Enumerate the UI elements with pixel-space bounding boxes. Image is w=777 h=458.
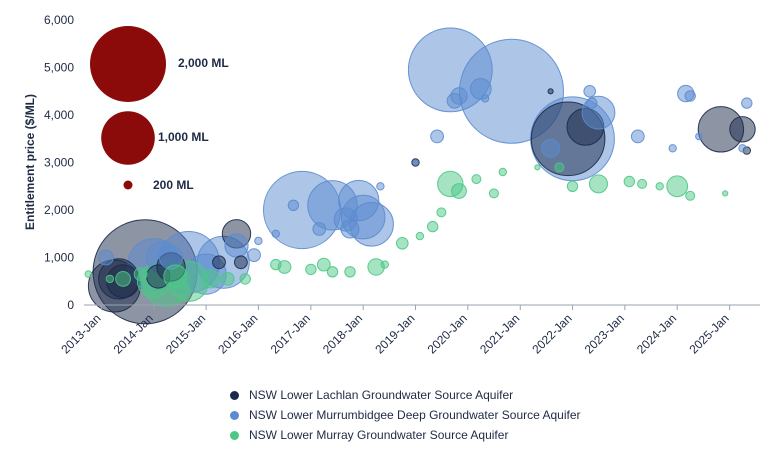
x-tick-label: 2020-Jan [425,311,470,356]
bubble-series-1 [271,229,280,239]
bubble-series-0 [212,255,226,270]
bubble-series-2 [498,167,507,177]
bubble-series-2 [534,164,541,171]
x-tick-label: 2024-Jan [634,311,679,356]
bubble-series-2 [326,266,339,278]
legend-item-lower-murrumbidgee: NSW Lower Murrumbidgee Deep Groundwater … [230,405,581,425]
size-legend-label: 200 ML [153,178,194,192]
bubble-series-2 [623,175,635,188]
legend-dot [230,410,239,420]
legend-label: NSW Lower Murray Groundwater Source Aqui… [249,428,509,442]
bubble-series-2 [488,188,499,199]
bubble-series-1 [741,97,753,109]
bubble-series-2 [84,270,93,278]
y-tick-label: 4,000 [44,108,74,122]
bubble-series-1 [98,249,114,266]
y-tick-label: 6,000 [44,13,74,27]
bubble-series-1 [586,97,598,109]
bubble-series-0 [729,116,756,143]
bubble-series-1 [312,222,327,236]
bubble-series-2 [666,175,689,198]
bubble-series-1 [630,129,645,144]
x-tick-label: 2018-Jan [320,311,365,356]
bubble-series-1 [668,144,677,153]
size-legend-label: 1,000 ML [158,130,209,144]
legend-dot [230,430,239,440]
bubble-series-2 [201,269,220,289]
bubble-series-1 [684,90,696,102]
bubble-series-1 [469,78,492,100]
bubble-series-2 [655,182,664,191]
axes [84,304,760,310]
bubble-series-2 [163,264,188,289]
bubble-series-1 [480,94,490,103]
bubble-series-1 [412,159,419,166]
bubble-series-2 [270,258,282,271]
bubble-series-2 [380,260,389,269]
bubble-series-1 [224,233,249,258]
y-tick-label: 5,000 [44,61,74,75]
legend-item-lower-murray: NSW Lower Murray Groundwater Source Aqui… [230,425,581,445]
bubble-series-0 [234,255,248,270]
x-tick-label: 2013-Jan [58,311,103,356]
bubble-series-2 [451,183,467,199]
size-legend: 2,000 ML 1,000 ML 200 ML [90,26,229,192]
y-axis-label: Entitlement price ($/ML) [23,94,37,230]
bubble-series-2 [115,271,131,287]
bubble-series-2 [554,162,565,173]
bubble-series-2 [685,190,696,201]
bubble-series-2 [415,231,425,241]
bubble-series-2 [305,263,317,276]
size-legend-label: 2,000 ML [178,56,229,70]
bubble-series-1 [583,85,597,98]
bubble-series-2 [344,266,356,278]
bubble-series-2 [427,220,439,233]
bubble-series-2 [722,190,729,197]
bubble-series-1 [446,92,463,109]
legend-dot [230,390,239,400]
y-tick-label: 2,000 [44,203,74,217]
x-tick-label: 2025-Jan [686,311,731,356]
legend-label: NSW Lower Lachlan Groundwater Source Aqu… [249,388,514,402]
y-tick-label: 1,000 [44,251,74,265]
bubble-series-2 [220,272,235,286]
y-tick-label: 3,000 [44,156,74,170]
bubble-series-2 [396,237,409,250]
size-legend-bubble [101,111,155,165]
series-legend: NSW Lower Lachlan Groundwater Source Aqu… [230,385,581,445]
bubble-series-1 [376,182,385,191]
bubble-series-2 [566,180,579,193]
bubble-series-1 [695,132,703,141]
bubble-series-2 [316,257,331,272]
size-legend-bubble [90,26,166,102]
bubble-series-2 [637,178,648,189]
bubble-series-1 [247,248,261,263]
bubble-series-2 [436,207,447,218]
legend-label: NSW Lower Murrumbidgee Deep Groundwater … [249,408,581,422]
legend-item-lower-lachlan: NSW Lower Lachlan Groundwater Source Aqu… [230,385,581,405]
bubble-layer [84,27,756,325]
bubble-series-1 [254,236,263,246]
bubble-series-1 [340,219,360,239]
x-tick-label: 2021-Jan [477,311,522,356]
size-legend-bubble [123,180,133,190]
bubble-series-1 [541,138,561,158]
y-tick-label: 0 [67,298,74,312]
x-tick-label: 2022-Jan [529,311,574,356]
bubble-series-0 [547,88,554,95]
bubble-series-2 [471,174,482,185]
x-tick-label: 2017-Jan [268,311,313,356]
bubble-series-2 [589,174,608,194]
x-tick-label: 2019-Jan [372,311,417,356]
y-tick-labels: 0 1,000 2,000 3,000 4,000 5,000 6,000 [44,13,74,312]
bubble-series-1 [430,129,445,144]
x-tick-label: 2023-Jan [582,311,627,356]
bubble-series-1 [287,199,300,212]
x-tick-label: 2016-Jan [215,311,260,356]
bubble-series-2 [239,273,251,285]
bubble-series-2 [105,274,115,284]
bubble-series-1 [738,144,747,153]
bubble-series-2 [133,267,148,282]
